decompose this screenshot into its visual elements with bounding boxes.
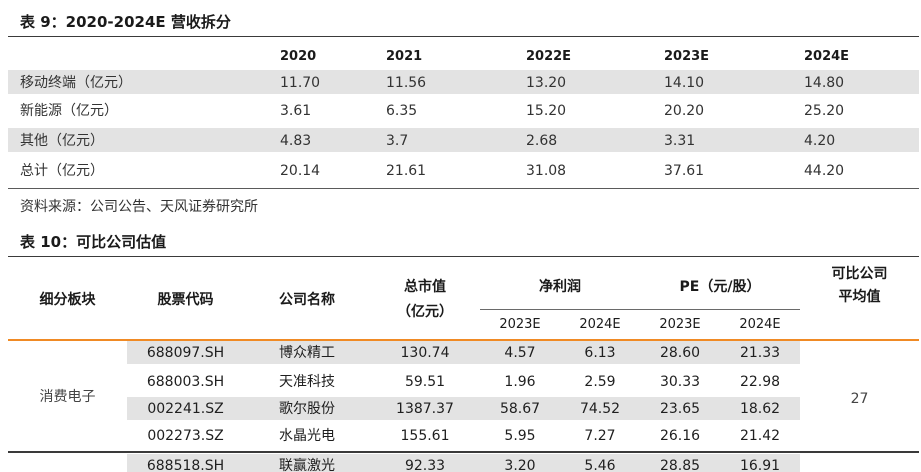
cell-value: 3.7 [386, 133, 409, 149]
pe-2024: 21.33 [739, 345, 781, 361]
cell-value: 11.70 [280, 75, 321, 91]
cell-value: 21.61 [386, 163, 427, 179]
table10-header-code: 股票代码 [157, 292, 214, 308]
cell-value: 20.14 [280, 163, 321, 179]
row-label: 新能源（亿元） [20, 103, 118, 119]
cell-value: 4.83 [280, 133, 312, 149]
net-profit-2024: 5.46 [584, 458, 616, 472]
row-label: 移动终端（亿元） [20, 75, 132, 91]
cell-value: 20.20 [664, 103, 705, 119]
cell-value: 4.20 [804, 133, 836, 149]
market-cap: 59.51 [404, 374, 446, 390]
net-profit-2024: 7.27 [584, 428, 616, 444]
stock-code: 688097.SH [146, 345, 225, 361]
pe-2023: 28.85 [659, 458, 701, 472]
company-name: 天准科技 [279, 374, 335, 390]
table10-group-rule [8, 451, 919, 453]
table10-header-name: 公司名称 [279, 292, 335, 308]
table9-caption: 表 9：2020-2024E 营收拆分 [20, 13, 231, 31]
table10-caption-rule [8, 256, 919, 257]
table9-col-2024e: 2024E [804, 49, 850, 64]
table10-caption: 表 10：可比公司估值 [20, 233, 167, 251]
cell-value: 15.20 [526, 103, 567, 119]
market-cap: 1387.37 [396, 401, 454, 417]
table10-subheader-rule [480, 309, 800, 310]
table9-col-2022e: 2022E [526, 49, 572, 64]
net-profit-2024: 74.52 [579, 401, 621, 417]
cell-value: 13.20 [526, 75, 567, 91]
table9-col-2020: 2020 [280, 49, 317, 64]
stock-code: 688003.SH [146, 374, 225, 390]
table10-header-mcap-unit: （亿元） [397, 304, 453, 320]
pe-2023: 26.16 [659, 428, 701, 444]
net-profit-2024: 6.13 [584, 345, 616, 361]
row-label: 总计（亿元） [20, 163, 104, 179]
company-name: 歌尔股份 [279, 401, 335, 417]
table10-header-mcap: 总市值 [404, 279, 446, 295]
table9-header-row: 2020 2021 2022E 2023E 2024E [8, 44, 919, 68]
stock-code: 002273.SZ [147, 428, 224, 444]
pe-2024: 22.98 [739, 374, 781, 390]
table10-header-pe: PE（元/股） [679, 279, 761, 295]
table10-header-rule [8, 339, 919, 341]
cell-value: 14.10 [664, 75, 705, 91]
market-cap: 130.74 [400, 345, 450, 361]
cell-value: 2.68 [526, 133, 558, 149]
table9-col-2021: 2021 [386, 49, 423, 64]
market-cap: 92.33 [404, 458, 446, 472]
net-profit-2023: 1.96 [504, 374, 536, 390]
pe-2024: 16.91 [739, 458, 781, 472]
net-profit-2023: 5.95 [504, 428, 536, 444]
net-profit-2023: 58.67 [499, 401, 541, 417]
cell-value: 14.80 [804, 75, 845, 91]
segment-average: 27 [850, 391, 869, 407]
net-profit-2023: 3.20 [504, 458, 536, 472]
table10-sub-np-2024: 2024E [579, 317, 621, 332]
table-row: 002241.SZ 歌尔股份 1387.37 58.67 74.52 23.65… [127, 397, 800, 420]
cell-value: 37.61 [664, 163, 705, 179]
table10-sub-pe-2023: 2023E [659, 317, 701, 332]
company-name: 水晶光电 [279, 428, 335, 444]
cell-value: 31.08 [526, 163, 567, 179]
table10-header-avg: 可比公司 [831, 266, 888, 282]
table10-sub-pe-2024: 2024E [739, 317, 781, 332]
table-row: 688097.SH 博众精工 130.74 4.57 6.13 28.60 21… [127, 341, 800, 364]
table10-header-avg-2: 平均值 [838, 289, 881, 305]
table-row: 其他（亿元） 4.83 3.7 2.68 3.31 4.20 [8, 128, 919, 152]
table9-col-2023e: 2023E [664, 49, 710, 64]
table-row: 688518.SH 联赢激光 92.33 3.20 5.46 28.85 16.… [127, 454, 800, 472]
table10-header-segment: 细分板块 [39, 292, 96, 308]
pe-2024: 21.42 [739, 428, 781, 444]
pe-2024: 18.62 [739, 401, 781, 417]
net-profit-2024: 2.59 [584, 374, 616, 390]
segment-label: 消费电子 [39, 389, 96, 405]
stock-code: 688518.SH [146, 458, 225, 472]
company-name: 联赢激光 [279, 458, 335, 472]
row-label: 其他（亿元） [20, 133, 104, 149]
cell-value: 6.35 [386, 103, 418, 119]
table-row: 688003.SH 天准科技 59.51 1.96 2.59 30.33 22.… [127, 370, 800, 393]
stock-code: 002241.SZ [147, 401, 224, 417]
pe-2023: 30.33 [659, 374, 701, 390]
table-row: 002273.SZ 水晶光电 155.61 5.95 7.27 26.16 21… [127, 424, 800, 447]
pe-2023: 23.65 [659, 401, 701, 417]
table9-caption-rule [8, 36, 919, 37]
net-profit-2023: 4.57 [504, 345, 536, 361]
table9-bottom-rule [8, 188, 919, 189]
table-row: 移动终端（亿元） 11.70 11.56 13.20 14.10 14.80 [8, 70, 919, 94]
cell-value: 3.61 [280, 103, 312, 119]
cell-value: 11.56 [386, 75, 427, 91]
pe-2023: 28.60 [659, 345, 701, 361]
table-row: 总计（亿元） 20.14 21.61 31.08 37.61 44.20 [8, 158, 919, 182]
cell-value: 25.20 [804, 103, 845, 119]
company-name: 博众精工 [279, 345, 335, 361]
market-cap: 155.61 [400, 428, 450, 444]
table9-source-note: 资料来源：公司公告、天风证券研究所 [20, 199, 258, 215]
cell-value: 44.20 [804, 163, 845, 179]
table10-sub-np-2023: 2023E [499, 317, 541, 332]
table10-header-net-profit: 净利润 [539, 279, 581, 295]
cell-value: 3.31 [664, 133, 696, 149]
table-row: 新能源（亿元） 3.61 6.35 15.20 20.20 25.20 [8, 98, 919, 122]
